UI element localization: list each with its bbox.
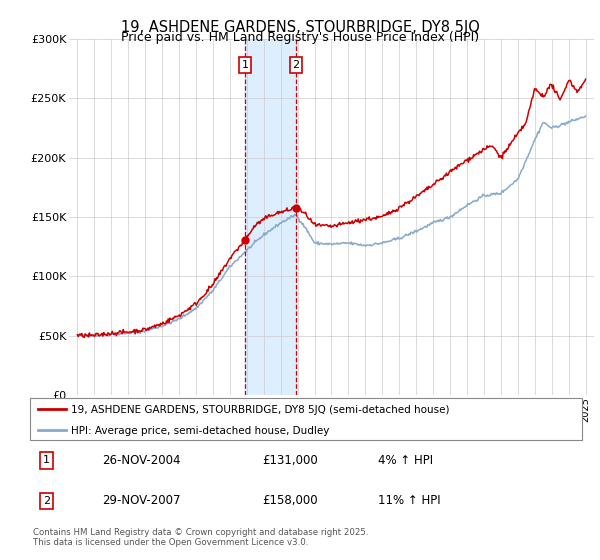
Text: 4% ↑ HPI: 4% ↑ HPI bbox=[378, 454, 433, 467]
Text: 2: 2 bbox=[43, 496, 50, 506]
FancyBboxPatch shape bbox=[30, 398, 582, 440]
Text: 11% ↑ HPI: 11% ↑ HPI bbox=[378, 494, 440, 507]
Text: 2: 2 bbox=[292, 60, 299, 70]
Text: 1: 1 bbox=[43, 455, 50, 465]
Text: 19, ASHDENE GARDENS, STOURBRIDGE, DY8 5JQ (semi-detached house): 19, ASHDENE GARDENS, STOURBRIDGE, DY8 5J… bbox=[71, 405, 450, 415]
Text: Price paid vs. HM Land Registry's House Price Index (HPI): Price paid vs. HM Land Registry's House … bbox=[121, 31, 479, 44]
Text: 19, ASHDENE GARDENS, STOURBRIDGE, DY8 5JQ: 19, ASHDENE GARDENS, STOURBRIDGE, DY8 5J… bbox=[121, 20, 479, 35]
Text: 29-NOV-2007: 29-NOV-2007 bbox=[102, 494, 180, 507]
Text: HPI: Average price, semi-detached house, Dudley: HPI: Average price, semi-detached house,… bbox=[71, 426, 330, 436]
Text: Contains HM Land Registry data © Crown copyright and database right 2025.
This d: Contains HM Land Registry data © Crown c… bbox=[33, 528, 368, 547]
Text: £131,000: £131,000 bbox=[262, 454, 317, 467]
Text: £158,000: £158,000 bbox=[262, 494, 317, 507]
Text: 26-NOV-2004: 26-NOV-2004 bbox=[102, 454, 180, 467]
Text: 1: 1 bbox=[242, 60, 248, 70]
Bar bbox=[245, 39, 296, 395]
